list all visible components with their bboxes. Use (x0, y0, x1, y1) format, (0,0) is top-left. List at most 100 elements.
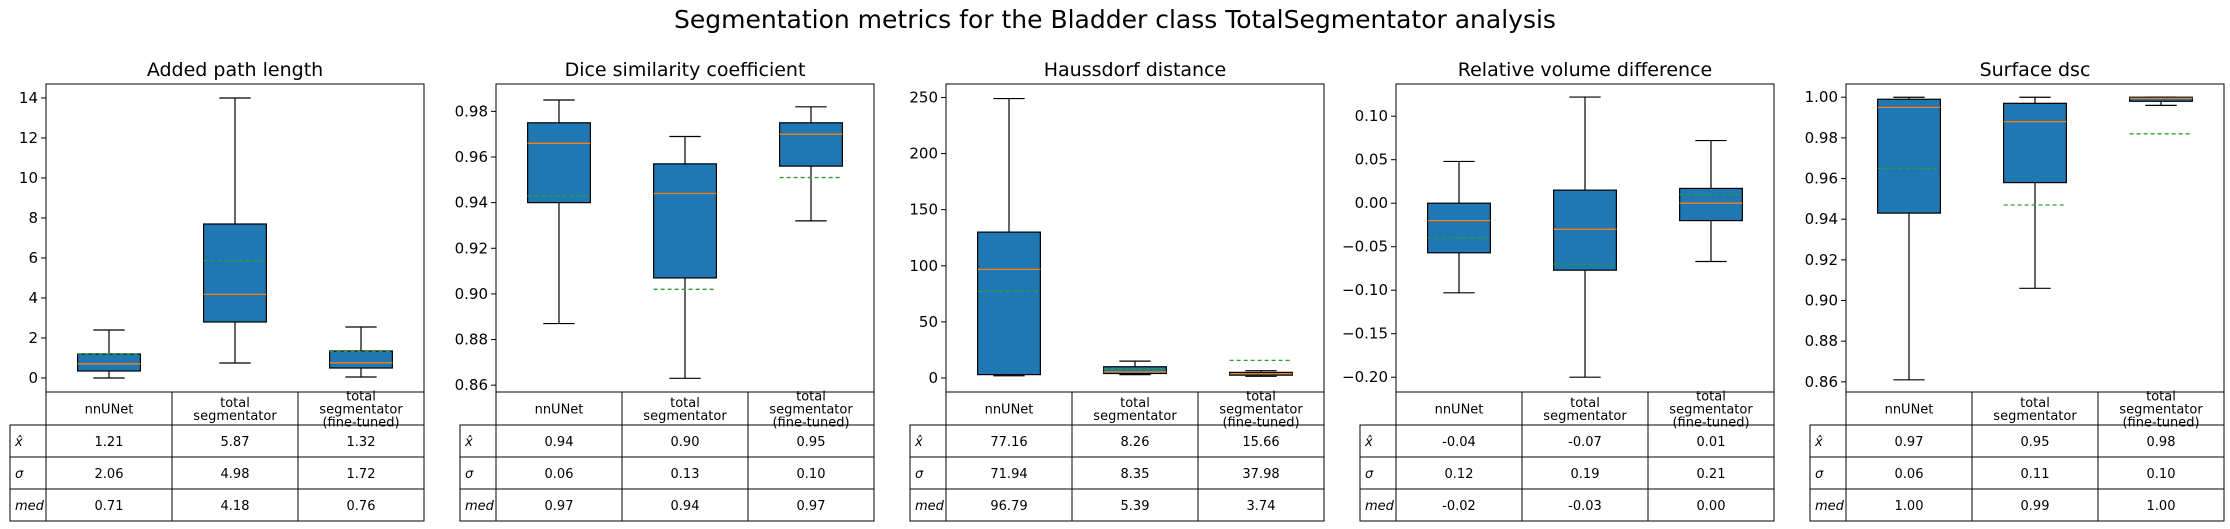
column-header: total (220, 396, 250, 411)
table-cell: 4.18 (221, 499, 250, 514)
stats-table: nnUNet totalsegmentatortotalsegmentator(f… (909, 390, 1325, 522)
figure-title: Segmentation metrics for the Bladder cla… (674, 5, 1556, 34)
table-cell: 0.94 (671, 499, 700, 514)
panel-title: Relative volume difference (1458, 59, 1712, 81)
iqr-box (527, 122, 591, 204)
column-header: total (1246, 390, 1276, 405)
column-header: segmentator (1993, 409, 2077, 424)
table-cell: 0.97 (545, 499, 574, 514)
y-tick-label: 0.96 (1805, 170, 1838, 188)
y-tick-label: 250 (909, 88, 938, 106)
row-label: med (1365, 499, 1395, 514)
row-label: med (1815, 499, 1845, 514)
table-cell: 0.99 (2021, 499, 2050, 514)
table-cell: 0.19 (1571, 467, 1600, 482)
table-cell: 96.79 (990, 499, 1027, 514)
y-tick-label: 0.86 (455, 376, 488, 394)
table-cell: 1.00 (2147, 499, 2176, 514)
box-2 (203, 97, 267, 364)
y-tick-label: −0.05 (1342, 238, 1388, 256)
row-label: σ (1815, 467, 1824, 482)
y-tick-label: 1.00 (1805, 88, 1838, 106)
table-cell: 8.26 (1121, 435, 1150, 450)
iqr-box (779, 122, 843, 167)
y-tick-label: −0.20 (1342, 368, 1388, 386)
y-tick-label: 0.10 (1355, 107, 1388, 125)
column-header: total (1120, 396, 1150, 411)
y-tick-label: 14 (19, 89, 38, 107)
iqr-box (329, 350, 393, 369)
iqr-box (2003, 102, 2067, 184)
table-cell: 0.71 (95, 499, 124, 514)
table-cell: -0.03 (1568, 499, 1602, 514)
table-cell: 1.00 (1895, 499, 1924, 514)
column-header: nnUNet (535, 403, 584, 418)
table-cell: 0.21 (1697, 467, 1726, 482)
table-cell: 37.98 (1242, 467, 1279, 482)
iqr-box (653, 163, 717, 279)
y-tick-label: 0.96 (455, 148, 488, 166)
box-1 (1427, 160, 1491, 294)
column-header: total (346, 390, 376, 405)
column-header: segmentator (193, 409, 277, 424)
iqr-box (1103, 366, 1167, 375)
table-cell: 0.00 (1697, 499, 1726, 514)
stats-table: nnUNet totalsegmentatortotalsegmentator(f… (9, 390, 425, 522)
box-3 (1679, 139, 1743, 263)
table-cell: 0.98 (2147, 435, 2176, 450)
column-header: segmentator (2119, 403, 2203, 418)
table-cell: 0.06 (545, 467, 574, 482)
table-cell: 1.32 (347, 435, 376, 450)
column-header: (fine-tuned) (322, 416, 399, 431)
table-cell: 0.13 (671, 467, 700, 482)
column-header: segmentator (769, 403, 853, 418)
column-header: (fine-tuned) (1672, 416, 1749, 431)
table-cell: 0.94 (545, 435, 574, 450)
iqr-box (203, 223, 267, 323)
y-tick-label: 0.86 (1805, 373, 1838, 391)
iqr-box (977, 231, 1041, 376)
y-tick-label: 4 (28, 289, 38, 307)
table-cell: 4.98 (221, 467, 250, 482)
row-label: x̂ (464, 435, 473, 450)
column-header: nnUNet (1435, 403, 1484, 418)
box-1 (527, 99, 591, 325)
box-2 (1553, 96, 1617, 378)
row-label: x̂ (914, 435, 923, 450)
panel-title: Dice similarity coefficient (565, 59, 806, 81)
iqr-box (1553, 189, 1617, 271)
y-tick-label: 0.88 (1805, 332, 1838, 350)
y-tick-label: 0.92 (455, 239, 488, 257)
table-body-frame (909, 424, 1325, 522)
column-header: total (670, 396, 700, 411)
box-3 (1229, 359, 1293, 377)
column-header: segmentator (1093, 409, 1177, 424)
y-tick-label: −0.15 (1342, 325, 1388, 343)
row-label: σ (15, 467, 24, 482)
box-3 (779, 106, 843, 222)
box-3 (329, 326, 393, 378)
panel-title: Surface dsc (1980, 59, 2091, 81)
table-cell: 3.74 (1247, 499, 1276, 514)
box-2 (2003, 96, 2067, 289)
column-header: (fine-tuned) (1222, 416, 1299, 431)
panel-4: Relative volume difference −0.20 −0.15 −0.1… (1342, 59, 1775, 522)
table-body-frame (459, 424, 875, 522)
column-header: nnUNet (985, 403, 1034, 418)
table-body-frame (1809, 424, 2225, 522)
y-tick-label: 0 (28, 369, 38, 387)
column-header: total (2020, 396, 2050, 411)
stats-table: nnUNet totalsegmentatortotalsegmentator(f… (1359, 390, 1775, 522)
box-1 (1877, 96, 1941, 381)
table-cell: 15.66 (1242, 435, 1279, 450)
row-label: σ (1365, 467, 1374, 482)
table-cell: 1.21 (95, 435, 124, 450)
column-header: segmentator (643, 409, 727, 424)
table-cell: 0.97 (1895, 435, 1924, 450)
table-cell: 2.06 (95, 467, 124, 482)
box-3 (2129, 96, 2193, 135)
row-label: σ (915, 467, 924, 482)
table-cell: 0.76 (347, 499, 376, 514)
table-cell: 5.87 (221, 435, 250, 450)
